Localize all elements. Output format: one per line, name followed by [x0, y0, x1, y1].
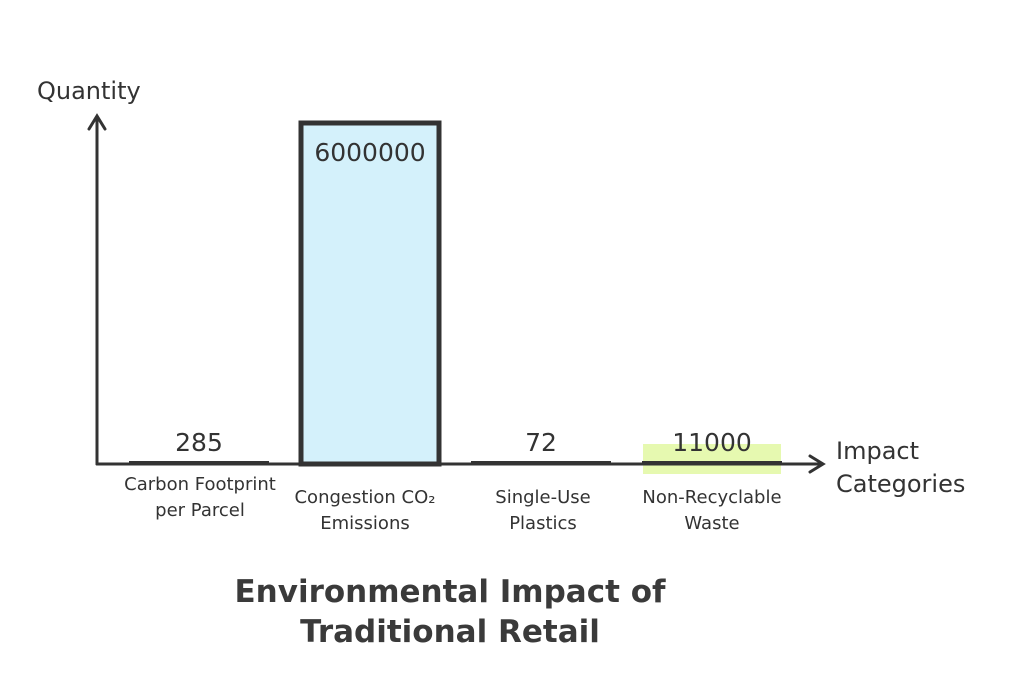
value-label: 285: [175, 428, 223, 457]
value-label: 11000: [672, 428, 752, 457]
category-label: Single-Use Plastics: [495, 487, 591, 534]
value-label: 72: [525, 428, 557, 457]
category-label: Carbon Footprint per Parcel: [124, 474, 276, 521]
category-label: Congestion CO₂ Emissions: [294, 487, 436, 534]
chart-title: Environmental Impact of Traditional Reta…: [234, 574, 666, 650]
category-label: Non-Recyclable Waste: [642, 487, 782, 534]
x-axis-label: Impact Categories: [836, 437, 966, 498]
y-axis-arrow: [87, 113, 107, 131]
x-axis-arrow: [808, 454, 826, 474]
bar-highlight: [643, 444, 781, 474]
y-axis-label: Quantity: [37, 77, 141, 105]
bar: [298, 120, 442, 467]
value-label: 6000000: [314, 138, 425, 167]
